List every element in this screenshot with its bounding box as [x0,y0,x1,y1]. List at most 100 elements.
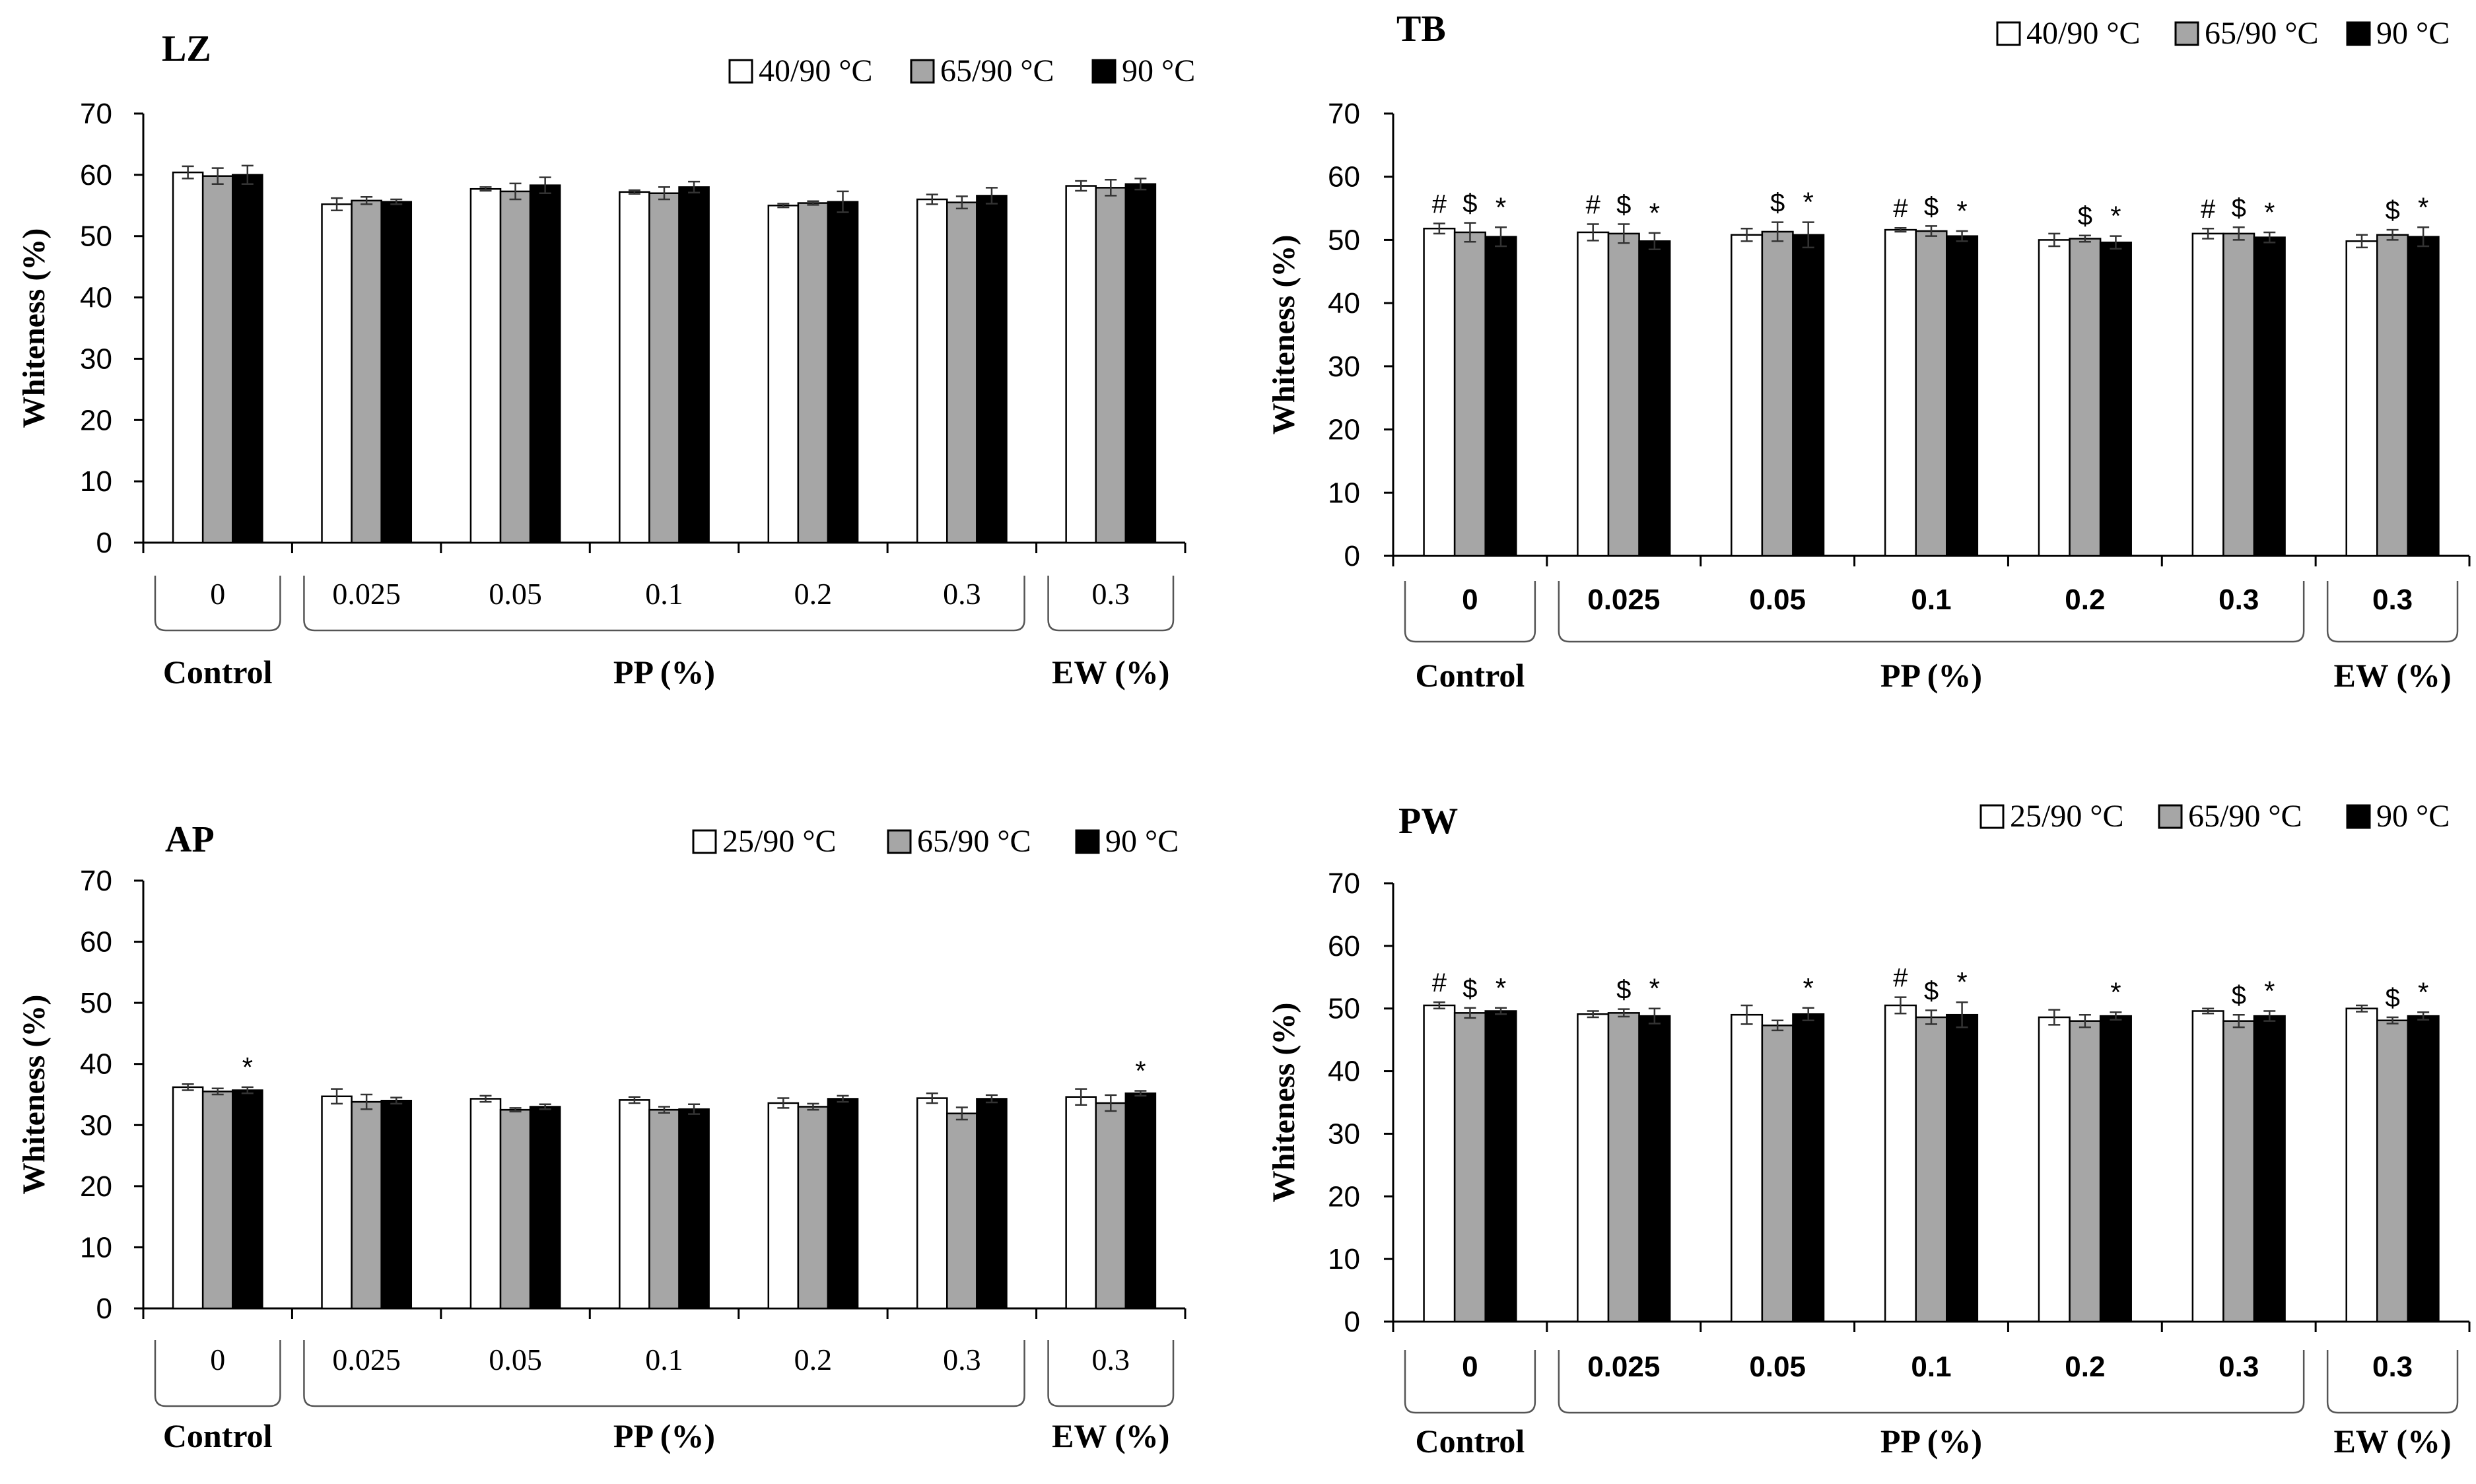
significance-mark: $ [2078,202,2092,231]
group-label: PP (%) [613,1417,715,1454]
legend-swatch [692,829,717,854]
significance-mark: * [1135,1055,1146,1086]
bar [2345,240,2378,557]
panel-ap: AP 25/90 °C 65/90 °C 90 °C 0 10 20 30 40 50 60 70 Wh… [17,819,1186,1454]
bar [946,201,978,544]
y-tick-label: 50 [80,220,112,253]
bar [946,1112,978,1310]
x-tick-label: 0.3 [1092,577,1130,611]
legend-label: 65/90 °C [2188,799,2302,834]
bar [529,1106,561,1310]
y-tick-label: 50 [80,987,112,1019]
bar [351,199,382,544]
bar [2253,1015,2286,1323]
significance-mark: $ [1924,192,1939,221]
y-tick-label: 10 [80,1231,112,1264]
bar [648,192,680,544]
bar [1423,227,1456,557]
bar [648,1108,680,1310]
significance-mark: $ [1462,189,1477,219]
significance-mark: # [1893,964,1908,993]
significance-mark: $ [1616,191,1631,220]
group-label: EW (%) [2333,1423,2451,1460]
bar [1577,231,1610,557]
bar [469,187,502,544]
bar [797,202,829,544]
y-tick-label: 50 [1328,993,1360,1025]
group-bracket [1558,581,2305,643]
significance-mark: * [2110,201,2121,232]
bar [619,191,650,544]
group-label: PP (%) [613,654,715,691]
legend-swatch [1996,21,2021,46]
bar [1607,232,1640,557]
x-tick-label: 0.3 [2372,584,2413,616]
y-tick-label: 30 [1328,351,1360,383]
significance-mark: $ [1616,976,1631,1005]
bar [1946,1013,1979,1323]
legend-swatch [887,829,912,854]
legend-swatch [2158,804,2183,829]
bar [767,1102,800,1310]
legend-label: 90 °C [1122,53,1195,88]
y-tick-label: 70 [80,865,112,897]
group-label: EW (%) [2333,657,2451,694]
y-tick-label: 10 [1328,477,1360,509]
bar [201,175,234,544]
legend-label: 65/90 °C [2205,16,2319,51]
group-bracket [154,576,281,632]
group-label: EW (%) [1052,1417,1169,1454]
bar [2191,1010,2224,1323]
bar [797,1106,829,1310]
significance-mark: * [1803,972,1814,1003]
y-tick-label: 0 [1344,540,1360,572]
bar [2099,1015,2132,1323]
significance-mark: $ [1462,974,1477,1003]
bar [499,1108,532,1310]
x-tick-label: 0.1 [645,577,683,611]
bar [1884,1004,1917,1323]
y-tick-label: 40 [80,282,112,314]
bar [916,198,948,544]
x-tick-label: 0.1 [1911,1351,1951,1383]
legend-label: 40/90 °C [759,53,873,88]
bar [916,1097,948,1310]
y-tick-label: 20 [1328,1180,1360,1213]
legend-label: 90 °C [1105,824,1179,859]
y-tick-label: 30 [80,1109,112,1141]
bar [976,1098,1008,1310]
bar [351,1100,382,1310]
x-tick-label: 0.3 [2218,1351,2259,1383]
bar [2069,238,2102,557]
legend-label: 90 °C [2376,16,2450,51]
legend-swatch [2346,21,2371,46]
panel-tb: TB 40/90 °C 65/90 °C 90 °C 0 10 20 30 40 50 60 70 Wh… [1266,9,2471,694]
bar [2069,1020,2102,1323]
significance-mark: $ [2232,981,2246,1010]
panel-title: AP [165,819,215,860]
legend-swatch [2346,804,2371,829]
significance-mark: * [2264,976,2275,1007]
x-tick-label: 0.1 [1911,584,1951,616]
bar [172,171,204,544]
significance-mark: $ [2385,196,2399,225]
group-bracket [1558,1350,2305,1414]
x-tick-label: 0.3 [1092,1343,1130,1376]
bar [1761,1025,1794,1323]
y-tick-label: 50 [1328,224,1360,256]
y-tick-label: 60 [80,159,112,191]
bar [2407,1015,2440,1323]
legend-label: 90 °C [2376,799,2450,834]
x-tick-label: 0.2 [2065,584,2105,616]
bar [2222,232,2255,557]
bar [1124,183,1157,544]
x-tick-label: 0 [1462,1351,1478,1383]
y-tick-label: 30 [80,343,112,375]
legend-swatch [728,59,753,84]
significance-mark: # [1432,190,1447,219]
x-tick-label: 0.2 [794,1343,833,1376]
bar [2222,1020,2255,1323]
x-tick-label: 0.3 [943,577,981,611]
bar [1792,234,1825,557]
bar [827,201,859,544]
